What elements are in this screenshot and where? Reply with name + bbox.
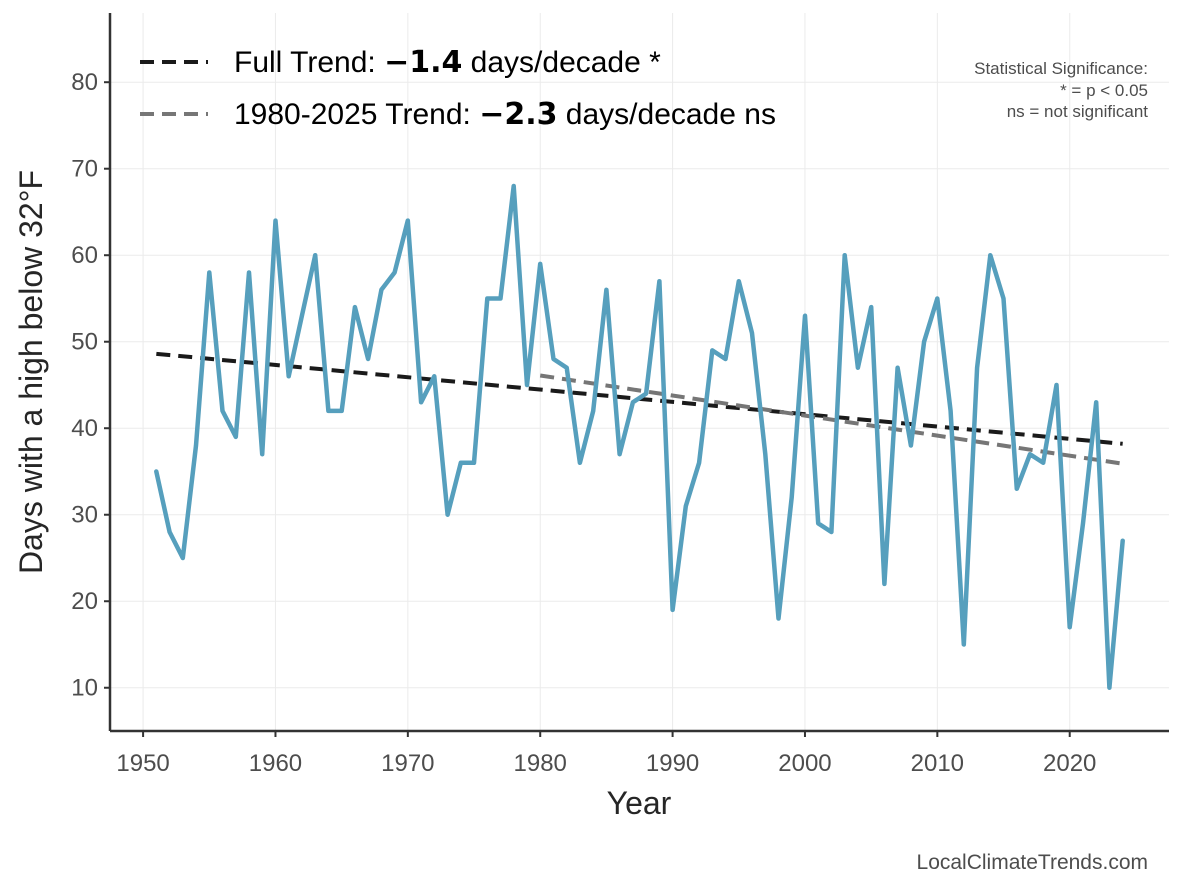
legend-label-full-trend: Full Trend: −1.4 days/decade * <box>234 45 661 80</box>
y-tick-label-20: 20 <box>71 588 98 615</box>
source-credit: LocalClimateTrends.com <box>917 851 1148 874</box>
y-tick-label-80: 80 <box>71 69 98 96</box>
x-tick-label-1980: 1980 <box>514 750 567 777</box>
y-tick-label-70: 70 <box>71 156 98 183</box>
x-tick-label-2010: 2010 <box>911 750 964 777</box>
x-tick-label-1970: 1970 <box>381 750 434 777</box>
series-line-0 <box>154 183 1125 690</box>
significance-note-title: Statistical Significance: <box>974 59 1148 78</box>
data-series <box>154 183 1125 690</box>
significance-note-star: * = p < 0.05 <box>1060 81 1148 100</box>
x-tick-label-1960: 1960 <box>249 750 302 777</box>
y-axis-title: Days with a high below 32°F <box>13 170 49 574</box>
significance-note-ns: ns = not significant <box>1007 102 1149 121</box>
x-tick-label-1950: 1950 <box>116 750 169 777</box>
x-tick-label-2000: 2000 <box>778 750 831 777</box>
y-tick-label-40: 40 <box>71 415 98 442</box>
x-tick-label-1990: 1990 <box>646 750 699 777</box>
y-tick-label-50: 50 <box>71 329 98 356</box>
significance-note: Statistical Significance: * = p < 0.05 n… <box>974 59 1148 121</box>
trend-line-1 <box>539 373 1123 466</box>
legend-label-1980-trend: 1980-2025 Trend: −2.3 days/decade ns <box>234 97 776 132</box>
legend: Full Trend: −1.4 days/decade * 1980-2025… <box>140 45 776 132</box>
y-tick-label-60: 60 <box>71 242 98 269</box>
x-axis-title: Year <box>607 785 672 821</box>
x-tick-label-2020: 2020 <box>1043 750 1096 777</box>
axis-ticks: 10 20 30 40 50 60 70 80 1950 1960 1970 1980 1990 2000… <box>71 69 1096 777</box>
y-tick-label-10: 10 <box>71 675 98 702</box>
y-tick-label-30: 30 <box>71 502 98 529</box>
